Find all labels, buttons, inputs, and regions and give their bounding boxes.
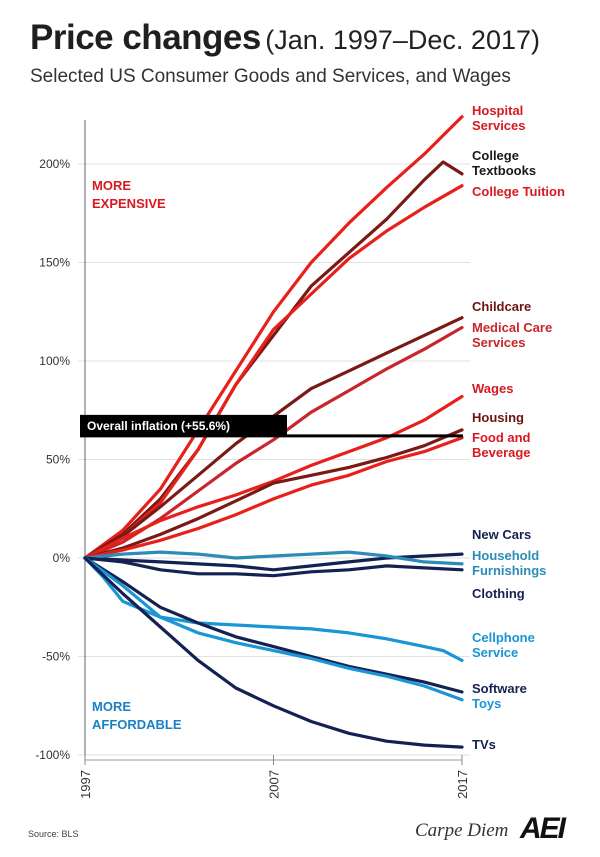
chart-title: Price changes (Jan. 1997–Dec. 2017) — [30, 18, 540, 58]
series-label-clothing: Clothing — [472, 586, 525, 601]
y-tick-label: 50% — [46, 453, 70, 467]
series-line-tvs — [83, 556, 464, 749]
series-line-software — [83, 556, 464, 694]
y-tick-label: -100% — [35, 748, 70, 762]
series-label-housing: Housing — [472, 410, 524, 425]
series-label-medical-care-services: Medical Care — [472, 320, 552, 335]
series-label-cellphone-service: Service — [472, 645, 518, 660]
series-label-software: Software — [472, 681, 527, 696]
series-label-wages: Wages — [472, 381, 513, 396]
x-tick-label: 2007 — [267, 770, 282, 799]
brand-name: Carpe Diem — [415, 820, 509, 841]
x-tick-label: 1997 — [78, 770, 93, 799]
series-label-hospital-services: Services — [472, 118, 526, 133]
series-line-toys — [83, 556, 464, 702]
series-label-food-and-beverage: Beverage — [472, 445, 531, 460]
y-tick-label: 200% — [39, 157, 70, 171]
inflation-label-box — [80, 414, 287, 436]
title-main: Price changes — [30, 18, 261, 57]
series-label-household-furnishings: Furnishings — [472, 563, 546, 578]
series-label-medical-care-services: Services — [472, 335, 526, 350]
series-line-clothing — [83, 556, 464, 578]
series-label-household-furnishings: Household — [472, 548, 539, 563]
y-tick-label: 0% — [53, 551, 71, 565]
series-line-college-tuition — [83, 184, 464, 560]
series-label-childcare: Childcare — [472, 299, 531, 314]
series-label-hospital-services: Hospital — [472, 103, 523, 118]
aei-logo: AEI — [520, 812, 566, 845]
series-line-wages — [83, 394, 464, 560]
series-label-food-and-beverage: Food and — [472, 430, 531, 445]
more-expensive-label-2: EXPENSIVE — [92, 196, 166, 211]
series-label-cellphone-service: Cellphone — [472, 630, 535, 645]
series-line-cellphone-service — [83, 556, 464, 663]
inflation-label: Overall inflation (+55.6%) — [87, 419, 230, 433]
y-tick-label: 150% — [39, 256, 70, 270]
series-label-college-textbooks: College — [472, 148, 519, 163]
series-line-housing — [83, 428, 464, 560]
source-note: Source: BLS — [28, 829, 79, 839]
series-label-tvs: TVs — [472, 737, 496, 752]
series-label-new-cars: New Cars — [472, 527, 531, 542]
series-line-food-and-beverage — [83, 436, 464, 560]
y-tick-label: -50% — [42, 650, 70, 664]
series-line-hospital-services — [83, 115, 464, 560]
more-expensive-label-1: MORE — [92, 178, 131, 193]
series-label-toys: Toys — [472, 696, 501, 711]
more-affordable-label-2: AFFORDABLE — [92, 717, 182, 732]
series-line-household-furnishings — [83, 550, 464, 566]
chart-subtitle: Selected US Consumer Goods and Services,… — [30, 66, 511, 87]
title-range: (Jan. 1997–Dec. 2017) — [265, 25, 540, 55]
series-label-college-tuition: College Tuition — [472, 184, 565, 199]
x-tick-label: 2017 — [455, 770, 470, 799]
more-affordable-label-1: MORE — [92, 699, 131, 714]
series-label-college-textbooks: Textbooks — [472, 163, 536, 178]
y-tick-label: 100% — [39, 354, 70, 368]
